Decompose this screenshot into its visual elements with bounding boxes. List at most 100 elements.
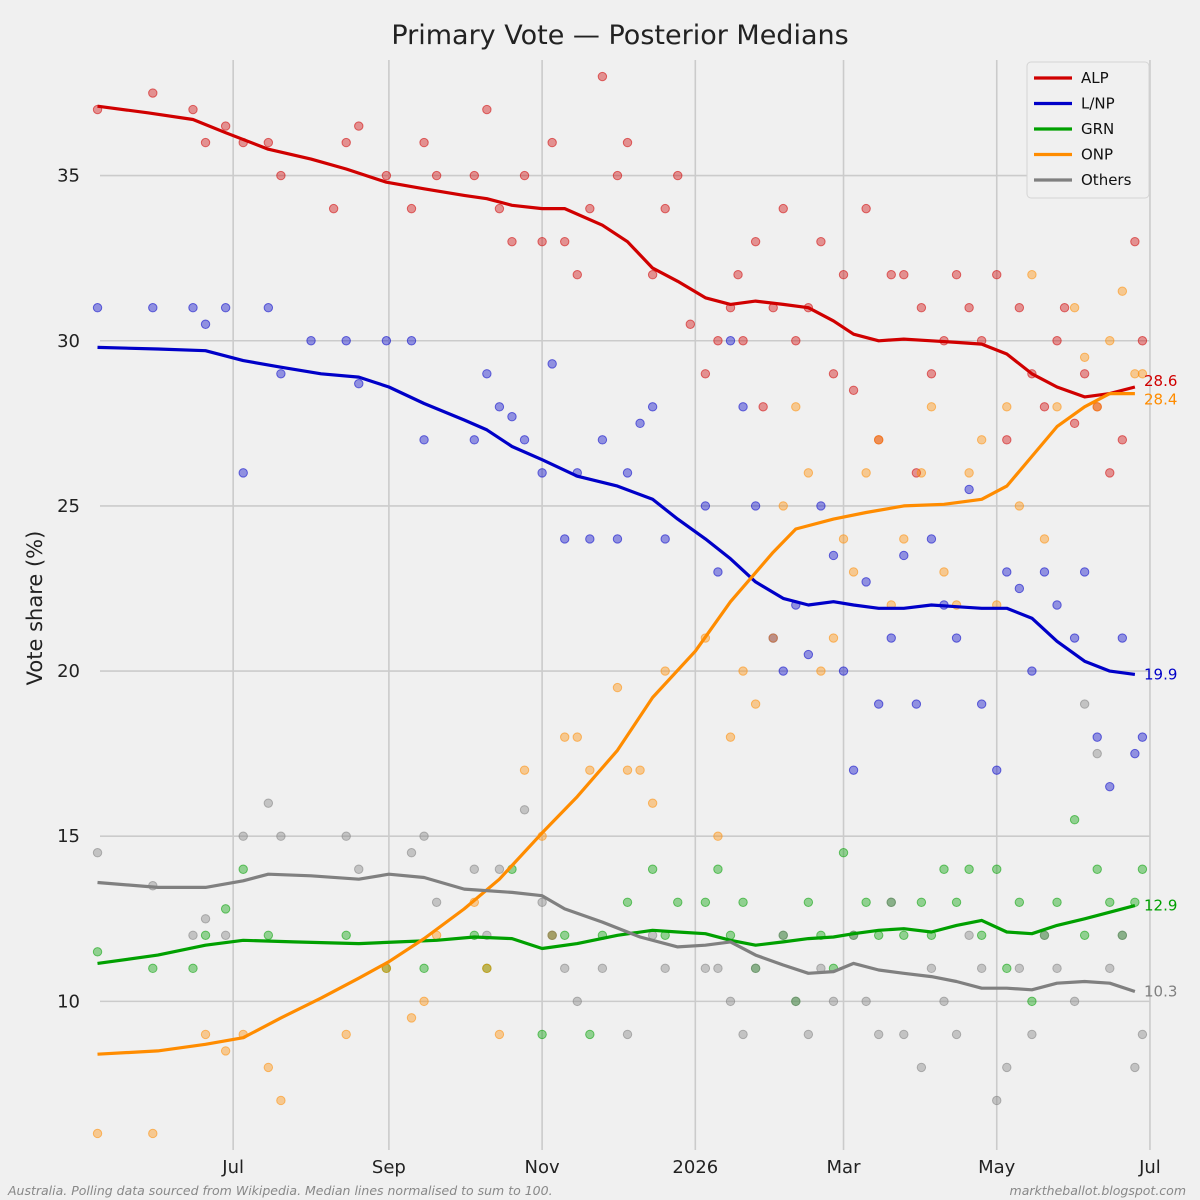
poll-point-lnp [585,534,595,544]
poll-point-onp [1079,352,1090,362]
poll-point-onp [622,765,633,775]
poll-point-lnp [1117,633,1128,643]
poll-point-alp [685,319,696,329]
poll-point-alp [263,137,274,148]
poll-point-others [725,996,736,1007]
poll-point-grn [803,897,814,907]
poll-point-onp [1092,402,1102,412]
poll-point-others [899,1029,909,1040]
poll-point-others [1027,1029,1037,1040]
poll-point-others [469,864,479,874]
y-tick-label: 20 [57,661,80,682]
poll-point-alp [848,385,859,396]
poll-point-onp [964,468,974,478]
poll-point-lnp [519,435,530,445]
poll-point-lnp [263,303,274,313]
poll-point-onp [791,402,801,412]
poll-point-onp [148,1128,158,1139]
y-tick-label: 30 [57,331,80,352]
poll-point-alp [597,71,608,82]
x-tick-label: Jul [221,1157,244,1178]
poll-point-grn [964,864,974,874]
poll-point-lnp [828,550,839,561]
poll-point-lnp [911,699,922,709]
poll-point-lnp [306,336,316,346]
poll-point-grn [188,963,198,974]
poll-point-lnp [92,303,103,313]
poll-point-grn [1079,930,1090,941]
poll-point-onp [848,567,859,577]
poll-point-others [1002,1062,1012,1073]
poll-point-others [263,798,274,808]
legend-item-lnp: L/NP [1081,95,1115,113]
y-axis-label: Vote share (%) [23,531,47,686]
poll-point-onp [1137,369,1148,379]
poll-point-onp [660,666,670,676]
poll-point-lnp [976,699,987,709]
poll-point-alp [951,269,962,280]
poll-point-onp [1130,369,1140,379]
poll-point-grn [1105,897,1115,907]
poll-point-alp [612,170,623,181]
median-line-lnp [97,345,1136,676]
poll-point-grn [713,864,723,874]
poll-point-alp [700,369,711,379]
poll-point-alp [328,203,339,214]
poll-point-lnp [1014,583,1025,594]
poll-point-others [916,1062,927,1073]
poll-point-alp [200,137,211,148]
poll-point-lnp [700,501,711,511]
y-tick-label: 15 [57,826,80,847]
poll-point-onp [713,831,723,841]
poll-point-grn [899,930,909,941]
poll-point-onp [585,765,595,775]
poll-point-others [276,831,286,841]
poll-point-alp [886,269,896,280]
poll-point-onp [276,1095,286,1106]
poll-point-alp [354,121,364,131]
footer-source-note: Australia. Polling data sourced from Wik… [8,1183,553,1198]
poll-point-others [622,1029,633,1040]
y-tick-label: 25 [57,496,80,517]
x-tick-label: Nov [525,1157,560,1178]
poll-point-onp [1069,303,1080,313]
poll-point-grn [148,963,158,974]
poll-point-onp [838,534,849,544]
poll-point-alp [816,236,826,247]
poll-point-onp [899,534,909,544]
poll-point-onp [976,435,987,445]
poll-point-grn [585,1029,595,1040]
poll-point-grn [341,930,351,941]
poll-point-lnp [469,435,479,445]
poll-point-onp [1039,534,1050,544]
poll-point-lnp [848,765,859,775]
poll-point-onp [341,1029,351,1040]
poll-point-onp [1027,269,1037,280]
poll-point-others [1137,1029,1148,1040]
poll-point-lnp [560,534,570,544]
poll-point-others [828,996,839,1007]
poll-point-grn [976,930,987,941]
poll-point-others [547,930,557,941]
poll-point-others [951,1029,962,1040]
y-tick-label: 10 [57,991,80,1012]
poll-point-alp [381,170,392,181]
poll-point-alp [1130,236,1140,247]
legend-item-alp: ALP [1081,69,1109,87]
poll-point-onp [635,765,645,775]
poll-point-lnp [635,418,645,429]
poll-point-lnp [861,577,871,587]
poll-point-lnp [419,435,429,445]
poll-point-alp [992,269,1002,280]
poll-point-others [238,831,248,841]
poll-point-others [713,963,723,974]
poll-point-onp [1014,501,1025,511]
poll-point-lnp [220,303,231,313]
poll-point-grn [263,930,274,941]
end-label-onp: 28.4 [1144,391,1177,409]
poll-point-others [803,1029,814,1040]
poll-point-alp [519,170,530,181]
poll-point-alp [1069,418,1080,429]
poll-point-onp [519,765,530,775]
